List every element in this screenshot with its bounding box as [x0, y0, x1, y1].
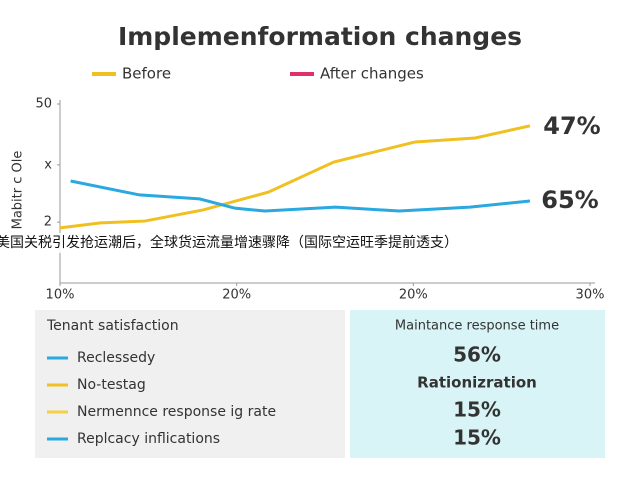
legend-label: After changes — [320, 65, 424, 83]
x-tick-label: 30% — [576, 288, 605, 303]
panel-value: Rationizration — [417, 374, 537, 392]
right-panel — [350, 310, 605, 458]
x-tick-label: 20% — [399, 288, 428, 303]
item-label: Reclessedy — [77, 350, 155, 366]
panel-title: Maintance response time — [395, 319, 559, 334]
y-tick-label: 2 — [44, 215, 52, 230]
x-tick-label: 20% — [222, 288, 251, 303]
y-tick-label: x — [44, 157, 52, 172]
panel-value: 56% — [453, 343, 501, 367]
legend-label: Before — [122, 65, 171, 83]
item-label: No-testag — [77, 377, 146, 393]
panel-value: 15% — [453, 426, 501, 450]
panel-title: Tenant satisfaction — [46, 318, 179, 334]
overlay-text: 美国关税引发抢运潮后，全球货运流量增速骤降（国际空运旺季提前透支） — [0, 233, 640, 253]
series-line — [59, 124, 531, 230]
annotation: 47% — [543, 112, 600, 140]
annotation: 65% — [541, 186, 598, 214]
panel-value: 15% — [453, 398, 501, 422]
x-tick-label: 10% — [46, 288, 75, 303]
item-label: Nermennce response ig rate — [77, 404, 276, 420]
y-axis-label: Mabitr c Ole — [11, 151, 26, 230]
item-label: Replcacy inflications — [77, 431, 220, 447]
y-tick-label: 50 — [35, 97, 52, 112]
left-panel — [35, 310, 345, 458]
chart-title: Implemenformation changes — [118, 22, 522, 51]
series-line — [70, 179, 531, 213]
